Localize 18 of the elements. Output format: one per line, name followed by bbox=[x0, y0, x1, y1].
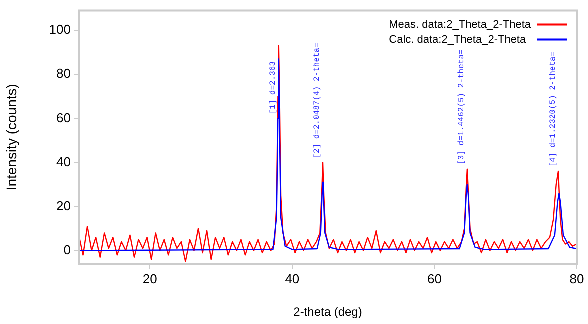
x-tick-label: 60 bbox=[427, 271, 442, 286]
x-tick-label: 80 bbox=[570, 271, 584, 286]
y-axis-title: Intensity (counts) bbox=[3, 84, 20, 191]
y-tick-label: 40 bbox=[56, 154, 71, 170]
y-tick-label: 0 bbox=[64, 242, 71, 258]
y-tick-label: 60 bbox=[56, 110, 71, 126]
y-tick-label: 80 bbox=[56, 66, 71, 82]
y-tick-label: 100 bbox=[49, 22, 71, 38]
annotation: [2] d=2.0487(4) 2-theta= bbox=[313, 42, 322, 158]
x-axis-title: 2-theta (deg) bbox=[294, 305, 362, 320]
x-tick-label: 40 bbox=[285, 271, 300, 286]
legend-label: Calc. data:2_Theta_2-Theta bbox=[389, 34, 527, 46]
annotation: [4] d=1.2320(5) 2-theta= bbox=[549, 52, 558, 168]
legend-label: Meas. data:2_Theta_2-Theta bbox=[389, 18, 532, 31]
annotation: [3] d=1.4462(5) 2-theta= bbox=[457, 50, 466, 165]
x-tick-label: 20 bbox=[142, 271, 158, 286]
y-tick-label: 20 bbox=[56, 198, 71, 214]
annotation: [1] d=2.363 bbox=[268, 61, 278, 114]
